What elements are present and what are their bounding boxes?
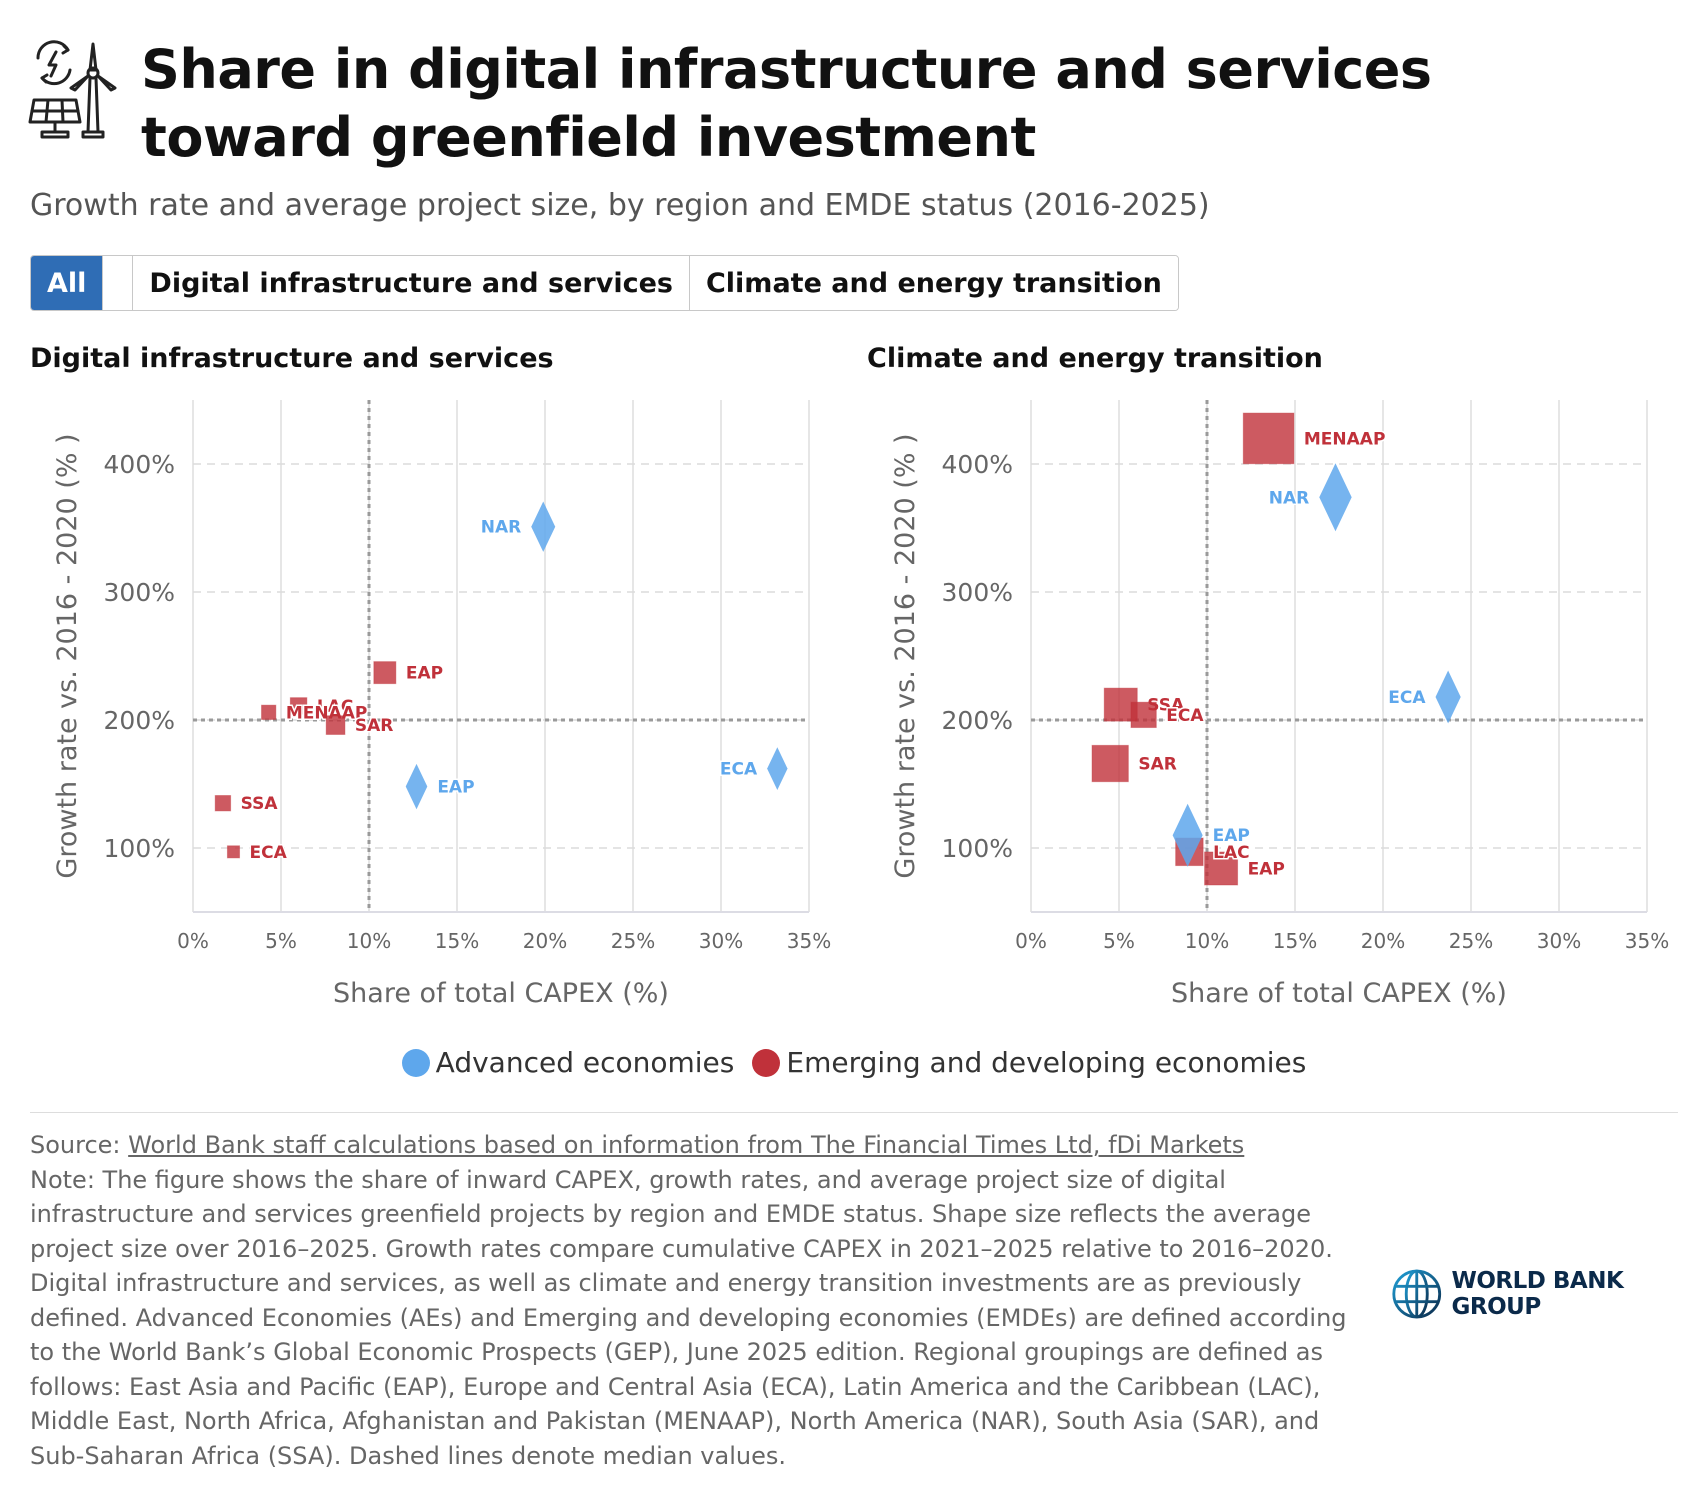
x-tick-label: 15% [1273, 929, 1317, 953]
data-label: ECA [250, 843, 288, 863]
note-text: Note: The figure shows the share of inwa… [30, 1165, 1347, 1470]
y-tick-label: 100% [942, 834, 1013, 863]
x-tick-label: 20% [523, 929, 567, 953]
data-label: EAP [406, 664, 443, 684]
y-axis-label: Growth rate vs. 2016 - 2020 (% ) [52, 433, 83, 878]
legend-label-emerging: Emerging and developing economies [786, 1046, 1307, 1079]
point-nar-ae [531, 501, 556, 552]
legend: Advanced economies Emerging and developi… [0, 1046, 1708, 1079]
x-tick-label: 0% [1015, 929, 1047, 953]
point-eap-emde [373, 661, 397, 685]
y-tick-label: 300% [104, 578, 175, 607]
x-tick-label: 30% [699, 929, 743, 953]
point-eap-ae [405, 763, 428, 810]
point-eap-emde [1204, 851, 1239, 886]
x-tick-label: 20% [1361, 929, 1405, 953]
y-tick-label: 300% [942, 578, 1013, 607]
logo-text: WORLD BANK GROUP [1451, 1268, 1624, 1320]
legend-dot-advanced [401, 1048, 430, 1077]
point-menaap-emde [261, 704, 277, 720]
point-ssa-emde [214, 795, 232, 812]
footer-notes: Source: World Bank staff calculations ba… [30, 1128, 1350, 1473]
point-sar-emde [1091, 744, 1129, 783]
tab-climate-energy[interactable]: Climate and energy transition [689, 256, 1178, 310]
point-lac-emde [289, 697, 308, 715]
data-label: SSA [241, 794, 279, 814]
data-label: LAC [317, 697, 353, 717]
data-label: SAR [1138, 755, 1177, 775]
y-axis-label: Growth rate vs. 2016 - 2020 (% ) [890, 433, 921, 878]
x-tick-label: 0% [177, 929, 209, 953]
chart-title: Share in digital infrastructure and serv… [141, 38, 1432, 169]
source-prefix: Source: [30, 1131, 129, 1159]
data-label: EAP [437, 778, 474, 798]
point-eca-emde [226, 845, 241, 859]
y-tick-label: 400% [942, 450, 1013, 479]
x-tick-label: 35% [1625, 929, 1669, 953]
data-label: SAR [355, 716, 394, 736]
renewable-energy-icon [28, 40, 118, 140]
point-eap-ae [1172, 803, 1203, 867]
y-tick-label: 400% [104, 450, 175, 479]
tab-blank[interactable] [103, 256, 134, 310]
legend-dot-emerging [752, 1048, 781, 1077]
data-label: NAR [481, 518, 521, 538]
x-tick-label: 15% [435, 929, 479, 953]
x-tick-label: 10% [347, 929, 391, 953]
scatter-chart-digital: 0% 5% 10% 15% 20% 25% 30% 35% 100% 200% 300% 400% Sh… [52, 400, 831, 1009]
data-label: MENAAP [1304, 429, 1386, 449]
data-label: ECA [720, 760, 758, 780]
y-tick-label: 200% [104, 706, 175, 735]
y-tick-label: 200% [942, 706, 1013, 735]
x-tick-label: 35% [787, 929, 831, 953]
x-tick-label: 30% [1537, 929, 1581, 953]
x-axis-label: Share of total CAPEX (%) [1171, 978, 1507, 1009]
panel-title-digital: Digital infrastructure and services [30, 343, 554, 374]
panel-title-climate: Climate and energy transition [867, 343, 1323, 374]
point-eca-ae [767, 747, 788, 791]
tab-all[interactable]: All [31, 256, 104, 310]
x-axis-label: Share of total CAPEX (%) [333, 978, 669, 1009]
tab-digital-infrastructure[interactable]: Digital infrastructure and services [133, 256, 690, 310]
data-label: ECA [1388, 688, 1426, 708]
data-label: MENAAP [286, 703, 368, 723]
x-tick-label: 10% [1185, 929, 1229, 953]
x-tick-label: 5% [1103, 929, 1135, 953]
x-tick-label: 25% [611, 929, 655, 953]
x-tick-label: 5% [265, 929, 297, 953]
data-label: NAR [1269, 488, 1309, 508]
globe-icon [1392, 1269, 1442, 1319]
scatter-chart-climate: 0% 5% 10% 15% 20% 25% 30% 35% 100% 200% 300% 400% Sh… [890, 400, 1669, 1009]
point-nar-ae [1319, 463, 1352, 532]
x-tick-label: 25% [1449, 929, 1493, 953]
legend-label-advanced: Advanced economies [435, 1046, 735, 1079]
chart-subtitle: Growth rate and average project size, by… [30, 188, 1210, 223]
point-eca-ae [1435, 670, 1461, 724]
legend-item-emerging[interactable]: Emerging and developing economies [752, 1046, 1306, 1079]
point-sar-emde [325, 715, 346, 735]
source-link[interactable]: World Bank staff calculations based on i… [128, 1131, 1245, 1159]
y-tick-label: 100% [104, 834, 175, 863]
filter-tabs: All Digital infrastructure and services … [30, 255, 1179, 311]
world-bank-logo[interactable]: WORLD BANK GROUP [1390, 1266, 1708, 1322]
point-eca-emde [1130, 701, 1157, 729]
data-label: EAP [1248, 859, 1285, 879]
point-menaap-emde [1242, 412, 1295, 465]
data-label: ECA [1166, 706, 1204, 726]
footer-divider [30, 1112, 1678, 1113]
data-label: EAP [1213, 826, 1250, 846]
legend-item-advanced[interactable]: Advanced economies [401, 1046, 735, 1079]
data-label: LAC [1213, 843, 1249, 863]
